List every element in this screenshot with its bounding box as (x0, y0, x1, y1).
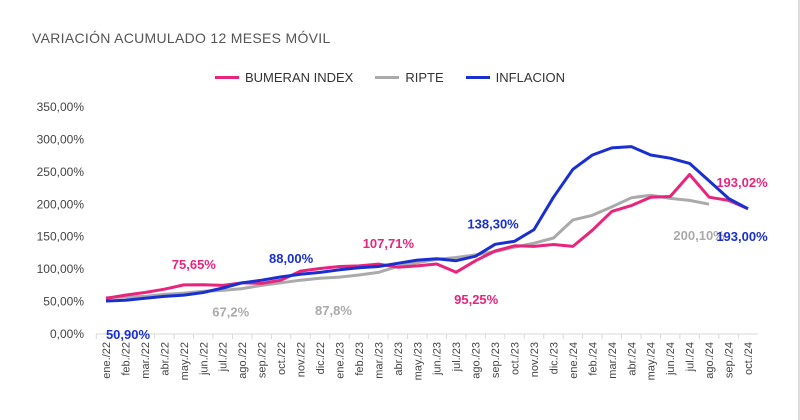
x-tick-label: feb./23 (354, 342, 366, 376)
data-label: 138,30% (467, 216, 519, 231)
x-tick-label: jul./22 (218, 342, 230, 372)
series-line-inflacion (105, 145, 749, 303)
x-tick-label: oct./24 (743, 342, 755, 375)
x-tick-label: ene./23 (334, 342, 346, 379)
x-tick-label: oct./23 (510, 342, 522, 375)
legend-label: BUMERAN INDEX (245, 70, 354, 85)
data-label: 87,8% (315, 303, 352, 318)
x-tick-label: jun./24 (665, 342, 677, 376)
x-tick-label: jul./24 (685, 342, 697, 372)
x-tick-label: nov./23 (529, 342, 541, 377)
series-line-bumeran-index (105, 173, 749, 300)
x-tick-label: jun./22 (198, 342, 210, 376)
legend-item-bumeran: BUMERAN INDEX (215, 70, 353, 85)
data-label: 67,2% (212, 304, 249, 319)
legend-item-inflacion: INFLACION (465, 70, 565, 85)
x-tick-label: dic./22 (315, 342, 327, 374)
legend-label: RIPTE (405, 70, 444, 85)
data-label: 88,00% (269, 251, 314, 266)
x-tick-label: abr./23 (393, 342, 405, 376)
right-border (798, 0, 800, 420)
data-label: 193,00% (716, 229, 768, 244)
x-tick-label: ago./23 (471, 342, 483, 379)
x-tick-label: jun./23 (432, 342, 444, 376)
y-tick-label: 150,00% (37, 230, 85, 244)
x-tick-label: oct./22 (276, 342, 288, 375)
x-tick-label: abr./24 (626, 342, 638, 376)
x-tick-label: abr./22 (159, 342, 171, 376)
data-label: 193,02% (716, 175, 768, 190)
x-tick-label: dic./23 (548, 342, 560, 374)
x-tick-label: may./23 (412, 342, 424, 380)
data-label: 95,25% (454, 292, 499, 307)
y-tick-label: 200,00% (37, 197, 85, 211)
x-tick-label: ago./24 (704, 342, 716, 379)
data-label: 50,90% (106, 327, 151, 342)
x-tick-label: may./24 (646, 342, 658, 380)
x-tick-label: ene./24 (568, 342, 580, 379)
x-tick-label: feb./22 (120, 342, 132, 376)
legend-item-ripte: RIPTE (375, 70, 444, 85)
y-tick-label: 350,00% (37, 100, 85, 114)
legend-swatch (375, 76, 400, 79)
data-label: 75,65% (172, 257, 217, 272)
y-tick-label: 100,00% (37, 262, 85, 276)
y-tick-label: 50,00% (43, 295, 84, 309)
x-tick-label: mar./23 (373, 342, 385, 379)
x-tick-label: mar./22 (140, 342, 152, 379)
chart-title: VARIACIÓN ACUMULADO 12 MESES MÓVIL (32, 30, 331, 46)
x-tick-label: ene./22 (101, 342, 113, 379)
y-tick-label: 0,00% (50, 327, 84, 341)
x-tick-label: sep./24 (724, 342, 736, 378)
y-tick-label: 250,00% (37, 165, 85, 179)
y-tick-label: 300,00% (37, 132, 85, 146)
x-tick-label: sep./23 (490, 342, 502, 378)
data-label: 107,71% (363, 236, 415, 251)
x-tick-label: may./22 (179, 342, 191, 380)
legend-label: INFLACION (495, 70, 565, 85)
x-tick-label: sep./22 (257, 342, 269, 378)
legend: BUMERAN INDEX RIPTE INFLACION (215, 70, 565, 85)
legend-swatch (465, 76, 490, 79)
x-tick-label: jul./23 (451, 342, 463, 372)
x-tick-label: nov./22 (296, 342, 308, 377)
x-tick-label: feb./24 (587, 342, 599, 376)
x-tick-label: ago./22 (237, 342, 249, 379)
x-tick-label: mar./24 (607, 342, 619, 379)
data-label: 200,10% (673, 228, 725, 243)
legend-swatch (215, 76, 239, 79)
